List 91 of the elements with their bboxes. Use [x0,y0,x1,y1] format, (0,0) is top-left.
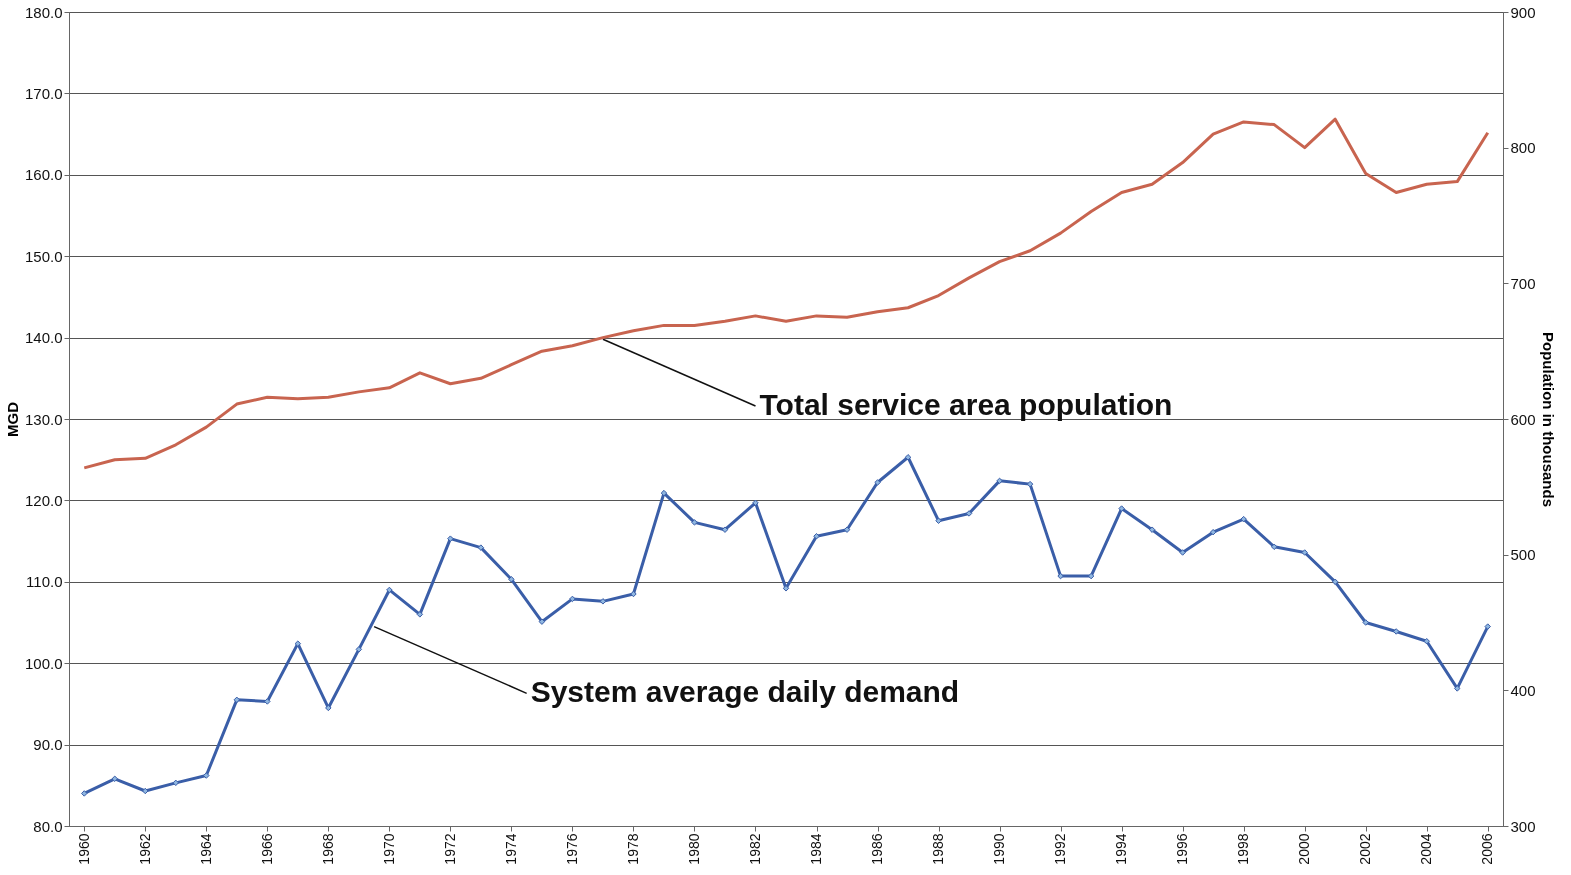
y-tick-label: 110.0 [26,573,63,591]
point [660,489,668,497]
point [477,544,485,551]
x-tick-label: 1978 [624,833,641,865]
x-tick-label: 1976 [563,833,580,865]
point [965,510,973,517]
point [1240,515,1247,523]
x-tick-label: 2004 [1418,833,1435,865]
y-tick-label: 160.0 [24,166,63,184]
annotation: Total service area population [759,387,1173,421]
x-tick-label: 1998 [1235,833,1252,865]
y-tick-label: 90.0 [33,736,63,754]
point [1301,549,1308,556]
point [203,772,210,779]
point [1026,480,1034,488]
x-tick-label: 1974 [502,833,519,865]
point [1454,685,1461,692]
x-tick-label: 1970 [380,833,397,865]
x-tick-label: 2006 [1479,833,1496,865]
x-tick-label: 1990 [991,833,1008,865]
point [81,790,88,797]
point [1331,578,1339,586]
x-tick-label: 1992 [1052,833,1069,865]
point [447,535,454,542]
point [538,618,546,625]
y-tick-label: 150.0 [24,247,63,265]
x-tick-label: 2000 [1296,833,1313,865]
y-tick-label: 170.0 [24,84,63,102]
point [1484,623,1491,630]
point [721,526,729,533]
point [1362,619,1369,626]
point [416,611,424,618]
y2-tick-label: 800 [1510,139,1536,157]
x-tick-label: 1962 [136,833,153,865]
y2-tick-label: 700 [1510,274,1536,292]
x-tick-label: 1966 [258,833,275,865]
y-tick-label: 130.0 [24,410,63,428]
y2-tick-label: 400 [1510,681,1536,699]
x-tick-label: 1960 [75,833,92,865]
point [355,646,363,653]
point [813,532,820,540]
y-tick-label: 80.0 [33,817,63,835]
point [1118,505,1125,512]
y-tick-label: 120.0 [24,491,63,509]
point [599,598,607,605]
y-tick-label: 100.0 [24,654,63,672]
point [782,585,790,592]
y2-tick-label: 600 [1510,410,1536,428]
y-tick-label: 140.0 [24,329,63,347]
point [1209,528,1217,536]
x-tick-label: 1996 [1174,833,1191,865]
x-tick-label: 1980 [685,833,702,865]
x-tick-label: 1984 [808,833,825,865]
x-tick-label: 1982 [746,833,763,865]
point [1087,572,1095,580]
y-axis-title: MGD [3,401,21,437]
point [630,590,637,598]
point [1179,549,1186,556]
point [325,704,332,712]
point [843,526,851,533]
point [294,640,302,647]
point [996,477,1003,485]
point [1392,628,1400,635]
x-tick-label: 1972 [441,833,458,865]
point [172,779,180,787]
point [874,479,881,486]
point [264,698,271,705]
point [1423,637,1430,645]
x-tick-label: 1988 [930,833,947,865]
x-tick-label: 1964 [197,833,214,865]
point [142,787,149,795]
y2-axis-title: Population in thousands [1539,332,1557,507]
line-series [82,117,1490,470]
y2-tick-label: 900 [1510,3,1536,21]
annotation: System average daily demand [530,675,960,709]
point [1057,572,1064,580]
y2-tick-label: 500 [1510,546,1536,564]
point [1270,543,1278,551]
point [508,576,515,583]
point [691,519,698,526]
x-tick-label: 1968 [319,833,336,865]
point [386,586,393,594]
x-tick-label: 1994 [1113,833,1130,865]
y-tick-label: 180.0 [24,3,63,21]
point [935,517,942,524]
x-tick-label: 1986 [869,833,886,865]
point [111,775,118,783]
x-tick-label: 2002 [1357,833,1374,865]
point [569,595,576,603]
y2-tick-label: 300 [1510,817,1536,835]
point [1148,526,1156,533]
